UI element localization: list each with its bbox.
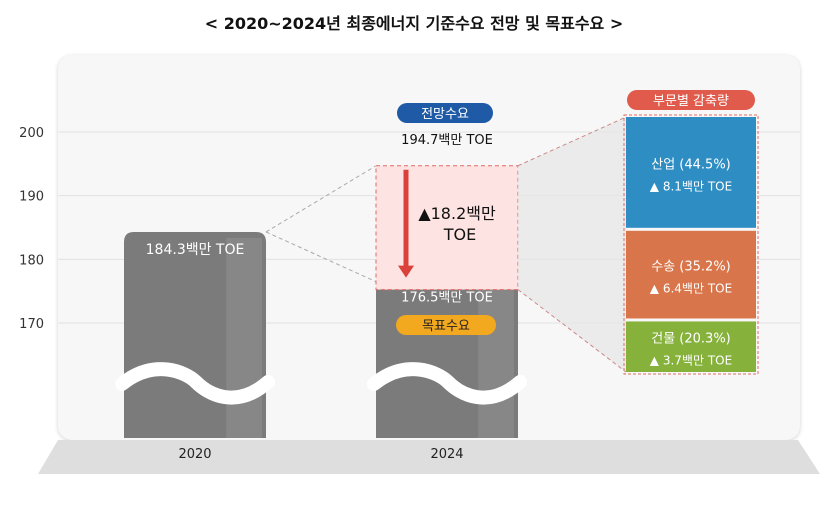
axis-break-wave [367,362,527,405]
reduction-arrow-head [398,265,414,278]
bar-highlight [226,237,262,438]
projection-badge [397,103,493,123]
y-tick-label: 170 [19,317,44,332]
axis-break-wave [115,362,275,405]
sector-name-label: 산업 (44.5%) [651,157,731,172]
sector-amount-label: ▲ 6.4백만 TOE [650,282,732,296]
x-tick-label: 2020 [178,447,211,462]
reduction-label: ▲18.2백만 [418,204,496,223]
y-tick-label: 190 [19,190,44,205]
chart-title: < 2020~2024년 최종에너지 기준수요 전망 및 목표수요 > [204,14,624,33]
sector-segment [626,230,756,319]
connector-line [265,165,377,233]
connector-line [517,116,627,167]
sector-name-label: 수송 (35.2%) [651,260,731,275]
chart-floor [38,440,820,474]
bar-highlight [478,287,514,438]
projection-badge-label: 전망수요 [421,107,469,122]
target-badge [396,315,496,335]
sector-segment [626,117,756,228]
y-tick-label: 180 [19,253,44,268]
sector-amount-label: ▲ 3.7백만 TOE [650,354,732,368]
sector-segment [626,321,756,372]
target-badge-label: 목표수요 [422,319,470,334]
breakdown-badge-label: 부문별 감축량 [653,94,729,109]
y-tick-label: 200 [19,126,44,141]
reduction-gap-box [375,165,519,291]
bar-value-label: 176.5백만 TOE [401,291,493,306]
breakdown-frame [623,114,759,375]
x-tick-label: 2024 [430,447,463,462]
breakdown-badge [627,90,755,110]
projection-value-label: 194.7백만 TOE [401,133,493,148]
sector-amount-label: ▲ 8.1백만 TOE [650,179,732,193]
connector-line [517,289,627,373]
sector-name-label: 건물 (20.3%) [651,332,731,347]
breakdown-funnel [518,117,626,372]
reduction-label: TOE [443,225,476,244]
bar-value-label: 184.3백만 TOE [146,242,245,258]
connector-line [265,231,377,283]
